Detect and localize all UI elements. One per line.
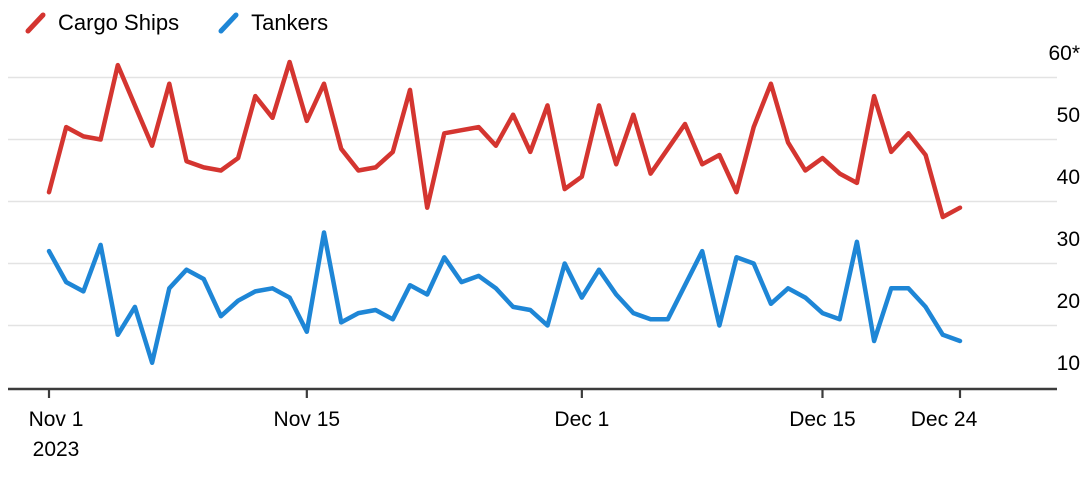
y-axis-label-60: 60* <box>1048 42 1080 65</box>
x-axis-label: Nov 15 <box>274 408 341 431</box>
y-axis-label-40: 40 <box>1057 166 1080 189</box>
legend-item-tankers: Tankers <box>217 10 328 36</box>
x-axis-label: Nov 1 <box>29 408 84 431</box>
cargo-ships-series-line <box>46 59 963 220</box>
y-axis-label-10: 10 <box>1057 352 1080 375</box>
x-axis-year-label: 2023 <box>33 438 80 461</box>
tankers-series-line <box>46 230 963 365</box>
x-axis-label: Dec 24 <box>911 408 978 431</box>
cargo-ships-line-icon <box>25 12 46 34</box>
x-axis-label: Dec 1 <box>554 408 609 431</box>
y-axis-label-20: 20 <box>1057 290 1080 313</box>
tankers-line-icon-stroke <box>218 12 239 34</box>
legend-label-cargo-ships: Cargo Ships <box>58 10 180 35</box>
legend-label-tankers: Tankers <box>251 10 329 35</box>
tankers-line-icon <box>218 12 239 34</box>
y-axis-label-30: 30 <box>1057 228 1080 251</box>
y-axis-label-50: 50 <box>1057 104 1080 127</box>
legend: Cargo Ships Tankers <box>24 10 328 36</box>
legend-item-cargo-ships: Cargo Ships <box>24 10 179 36</box>
x-axis-label: Dec 15 <box>789 408 856 431</box>
cargo-ships-line-icon-stroke <box>25 12 46 34</box>
